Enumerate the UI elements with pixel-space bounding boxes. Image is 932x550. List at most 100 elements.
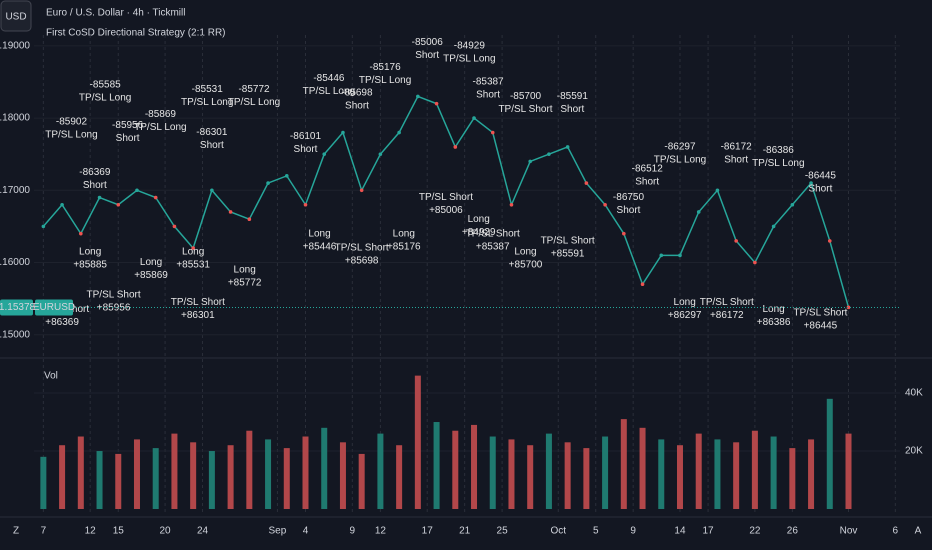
volume-bar [414, 375, 421, 509]
price-point [453, 145, 458, 149]
trade-label: -86301 [196, 127, 228, 138]
trade-label: Short [617, 205, 641, 216]
y-tick-label: 1.17000 [0, 185, 30, 196]
trade-label: +85772 [228, 277, 262, 288]
trade-label: +85531 [176, 259, 210, 270]
trade-label: TP/SL Short [793, 308, 847, 319]
price-point [116, 202, 121, 207]
trade-label: +85006 [429, 205, 463, 216]
trade-label: Long [762, 304, 784, 315]
trade-label: +85446 [303, 241, 337, 252]
corner-right[interactable]: A [915, 526, 922, 537]
trade-label: +85176 [387, 241, 421, 252]
price-point [790, 202, 795, 207]
trade-label: +84929 [462, 227, 496, 238]
y-tick-label: 20K [905, 446, 923, 457]
trade-label: -85869 [145, 109, 177, 120]
x-tick-label: 5 [593, 526, 599, 537]
volume-bar [133, 439, 140, 509]
volume-bar [358, 453, 365, 509]
trade-label: Long [182, 246, 204, 257]
x-tick-label: 26 [787, 526, 799, 537]
x-tick-label: 20 [160, 526, 172, 537]
price-point [247, 217, 252, 221]
trade-label: Long [514, 246, 536, 257]
x-tick-label: 12 [85, 526, 97, 537]
volume-bar [227, 445, 234, 509]
price-point [266, 181, 270, 185]
trade-label: Long [468, 214, 490, 225]
price-point [210, 188, 214, 193]
symbol-box [35, 299, 73, 316]
x-tick-label: 6 [893, 526, 899, 537]
x-tick-label: 17 [703, 526, 715, 537]
trade-label: Short [560, 104, 584, 115]
plot: 7 12 15 20 24 Sep 4 9 12 17 21 25 Oct 5 9 14 17 22 26 Nov 6 1… [0, 35, 923, 537]
price-point [565, 145, 570, 149]
price-point [472, 116, 476, 120]
x-tick-label: 24 [197, 526, 209, 537]
trade-label: TP/SL Long [228, 97, 280, 108]
volume-bar [433, 422, 440, 509]
volume-bar [152, 448, 159, 509]
price-point [135, 188, 139, 193]
trade-label: Long [234, 264, 256, 275]
x-tick-label: 9 [350, 526, 356, 537]
price-point [341, 130, 345, 135]
corner-left[interactable]: Z [13, 526, 19, 537]
volume-bar [59, 445, 66, 509]
trade-label: -85387 [472, 77, 504, 88]
trade-label: TP/SL Long [752, 158, 804, 169]
trade-label: -84929 [454, 40, 486, 51]
trade-label: +85885 [73, 259, 107, 270]
x-tick-label: 15 [113, 526, 125, 537]
trade-label: -85531 [192, 84, 224, 95]
volume-bar [695, 433, 702, 509]
trade-label: +86172 [710, 310, 744, 321]
trade-label: Long [674, 297, 696, 308]
trade-label: TP/SL Short [335, 243, 389, 254]
trade-label: +85387 [476, 241, 510, 252]
x-tick-label: 14 [674, 526, 686, 537]
x-tick-label: Sep [269, 526, 287, 537]
x-tick-label: 4 [303, 526, 309, 537]
trade-label: TP/SL Long [79, 92, 131, 103]
trade-label: Short [345, 100, 369, 111]
price-point [640, 282, 645, 287]
trade-label: -86386 [763, 145, 795, 156]
y-tick-label: 1.16000 [0, 257, 30, 268]
volume-bar [283, 448, 290, 509]
x-tick-label: Oct [550, 526, 566, 537]
volume-bar [115, 453, 122, 509]
volume-bar [527, 445, 534, 509]
volume-bar [302, 436, 309, 509]
currency-box[interactable] [0, 0, 32, 32]
trade-label: +86445 [804, 321, 838, 332]
price-point [97, 195, 102, 200]
price-point [603, 202, 607, 207]
price-point [622, 231, 626, 236]
trade-label: +86369 [45, 317, 79, 328]
trade-label: TP/SL Long [45, 129, 97, 140]
trade-label: -85176 [370, 62, 402, 73]
volume-bar [789, 448, 796, 509]
price-point [416, 94, 420, 99]
trade-label: -85902 [56, 116, 88, 127]
volume-bar [40, 456, 47, 509]
trade-label: TP/SL Long [303, 86, 355, 97]
trade-label: TP/SL Long [443, 53, 495, 64]
volume-bar [620, 419, 627, 509]
trade-label: -85698 [341, 87, 373, 98]
y-tick-label: 1.15000 [0, 329, 30, 340]
x-tick-label: 17 [422, 526, 434, 537]
last-price: 1.15378 [0, 302, 36, 313]
trade-label: TP/SL Short [498, 104, 552, 115]
trade-label: +86301 [181, 310, 215, 321]
trade-label: Long [79, 246, 101, 257]
trade-label: +85698 [345, 256, 379, 267]
trade-label: TP/SL Short [466, 228, 520, 239]
price-point [528, 159, 532, 164]
volume-bar [639, 427, 646, 509]
trade-label: Short [476, 90, 500, 101]
trade-label: -85772 [238, 84, 270, 95]
